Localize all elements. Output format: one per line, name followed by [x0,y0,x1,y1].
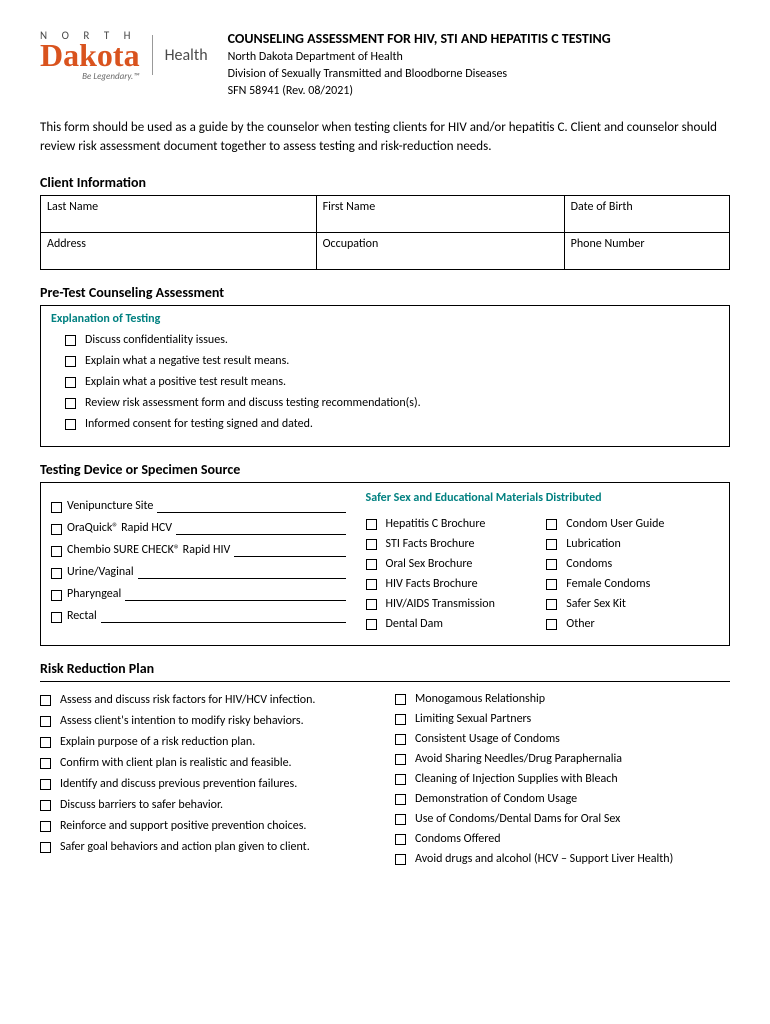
materials-column: Safer Sex and Educational Materials Dist… [366,491,719,637]
division-line: Division of Sexually Transmitted and Blo… [228,66,730,83]
pretest-box: Explanation of Testing Discuss confident… [40,305,730,447]
checkbox-item[interactable]: Cleaning of Injection Supplies with Blea… [395,772,730,786]
testing-heading: Testing Device or Specimen Source [40,461,730,478]
checkbox-item[interactable]: Avoid drugs and alcohol (HCV – Support L… [395,852,730,866]
specimen-label: Rectal [67,609,97,623]
fill-line[interactable] [176,523,345,535]
checkbox-item[interactable]: Discuss barriers to safer behavior. [40,798,375,812]
risk-left-list: Assess and discuss risk factors for HIV/… [40,693,375,854]
page-header: N O R T H Dakota Be Legendary.™ Health C… [40,30,730,99]
checkbox-item[interactable]: Reinforce and support positive preventio… [40,819,375,833]
pretest-heading: Pre-Test Counseling Assessment [40,284,730,301]
risk-box: Assess and discuss risk factors for HIV/… [40,681,730,872]
sfn-line: SFN 58941 (Rev. 08/2021) [228,83,730,100]
checkbox-item[interactable]: Avoid Sharing Needles/Drug Paraphernalia [395,752,730,766]
form-title: COUNSELING ASSESSMENT FOR HIV, STI AND H… [228,30,730,47]
specimen-label: Pharyngeal [67,587,121,601]
checkbox-item[interactable]: Limiting Sexual Partners [395,712,730,726]
checkbox-item[interactable]: Consistent Usage of Condoms [395,732,730,746]
checkbox-item[interactable]: Demonstration of Condom Usage [395,792,730,806]
checkbox-item[interactable]: Dental Dam [366,617,539,631]
client-info-table: Last Name First Name Date of Birth Addre… [40,195,730,270]
checkbox-item[interactable]: Chembio SURE CHECK® Rapid HIV [51,543,346,557]
checkbox-item[interactable]: STI Facts Brochure [366,537,539,551]
checkbox-item[interactable]: Use of Condoms/Dental Dams for Oral Sex [395,812,730,826]
checkbox-item[interactable]: Female Condoms [546,577,719,591]
checkbox-item[interactable]: HIV/AIDS Transmission [366,597,539,611]
checkbox-item[interactable]: Rectal [51,609,346,623]
specimen-column: Venipuncture Site OraQuick® Rapid HCV Ch… [51,491,346,637]
checkbox-item[interactable]: Explain purpose of a risk reduction plan… [40,735,375,749]
checkbox-item[interactable]: Oral Sex Brochure [366,557,539,571]
cell-phone[interactable]: Phone Number [564,232,729,269]
checkbox-item[interactable]: Assess and discuss risk factors for HIV/… [40,693,375,707]
specimen-label: Urine/Vaginal [67,565,134,579]
checkbox-item[interactable]: Confirm with client plan is realistic an… [40,756,375,770]
risk-right-list: Monogamous Relationship Limiting Sexual … [395,692,730,866]
fill-line[interactable] [101,611,346,623]
cell-address[interactable]: Address [41,232,317,269]
nd-logo: N O R T H Dakota Be Legendary.™ [40,30,140,81]
checkbox-item[interactable]: Urine/Vaginal [51,565,346,579]
checkbox-item[interactable]: OraQuick® Rapid HCV [51,521,346,535]
checkbox-item[interactable]: Condoms [546,557,719,571]
checkbox-item[interactable]: Safer Sex Kit [546,597,719,611]
logo-divider [152,35,153,75]
specimen-label: Venipuncture Site [67,499,153,513]
checkbox-item[interactable]: Discuss confidentiality issues. [65,333,719,347]
client-info-heading: Client Information [40,174,730,191]
cell-lastname[interactable]: Last Name [41,195,317,232]
materials-grid: Hepatitis C Brochure STI Facts Brochure … [366,511,719,637]
checkbox-item[interactable]: Other [546,617,719,631]
checkbox-item[interactable]: Venipuncture Site [51,499,346,513]
fill-line[interactable] [157,501,345,513]
checkbox-item[interactable]: HIV Facts Brochure [366,577,539,591]
fill-line[interactable] [138,567,346,579]
checkbox-item[interactable]: Lubrication [546,537,719,551]
cell-occupation[interactable]: Occupation [316,232,564,269]
explanation-heading: Explanation of Testing [51,312,719,326]
checkbox-item[interactable]: Monogamous Relationship [395,692,730,706]
table-row: Last Name First Name Date of Birth [41,195,730,232]
intro-text: This form should be used as a guide by t… [40,119,730,155]
checkbox-item[interactable]: Informed consent for testing signed and … [65,417,719,431]
checkbox-item[interactable]: Explain what a negative test result mean… [65,354,719,368]
checkbox-item[interactable]: Review risk assessment form and discuss … [65,396,719,410]
cell-firstname[interactable]: First Name [316,195,564,232]
checkbox-item[interactable]: Pharyngeal [51,587,346,601]
checkbox-item[interactable]: Condoms Offered [395,832,730,846]
fill-line[interactable] [125,589,345,601]
materials-heading: Safer Sex and Educational Materials Dist… [366,491,719,505]
risk-right-column: Monogamous Relationship Limiting Sexual … [395,686,730,872]
checkbox-item[interactable]: Identify and discuss previous prevention… [40,777,375,791]
logo-health-text: Health [165,46,208,65]
fill-line[interactable] [234,545,345,557]
testing-box: Venipuncture Site OraQuick® Rapid HCV Ch… [40,482,730,646]
specimen-list: Venipuncture Site OraQuick® Rapid HCV Ch… [51,499,346,623]
dept-line: North Dakota Department of Health [228,49,730,66]
checkbox-item[interactable]: Hepatitis C Brochure [366,517,539,531]
table-row: Address Occupation Phone Number [41,232,730,269]
checkbox-item[interactable]: Condom User Guide [546,517,719,531]
checkbox-item[interactable]: Explain what a positive test result mean… [65,375,719,389]
materials-right-list: Condom User Guide Lubrication Condoms Fe… [546,511,719,637]
logo-block: N O R T H Dakota Be Legendary.™ Health [40,30,208,81]
specimen-label: OraQuick® Rapid HCV [67,521,172,535]
logo-dakota-text: Dakota [40,41,140,70]
logo-tagline: Be Legendary.™ [40,72,140,81]
materials-left-list: Hepatitis C Brochure STI Facts Brochure … [366,511,539,637]
checkbox-item[interactable]: Safer goal behaviors and action plan giv… [40,840,375,854]
risk-heading: Risk Reduction Plan [40,660,730,677]
risk-left-column: Assess and discuss risk factors for HIV/… [40,686,375,872]
pretest-checklist: Discuss confidentiality issues. Explain … [51,333,719,431]
checkbox-item[interactable]: Assess client's intention to modify risk… [40,714,375,728]
title-block: COUNSELING ASSESSMENT FOR HIV, STI AND H… [228,30,730,99]
cell-dob[interactable]: Date of Birth [564,195,729,232]
specimen-label: Chembio SURE CHECK® Rapid HIV [67,543,230,557]
